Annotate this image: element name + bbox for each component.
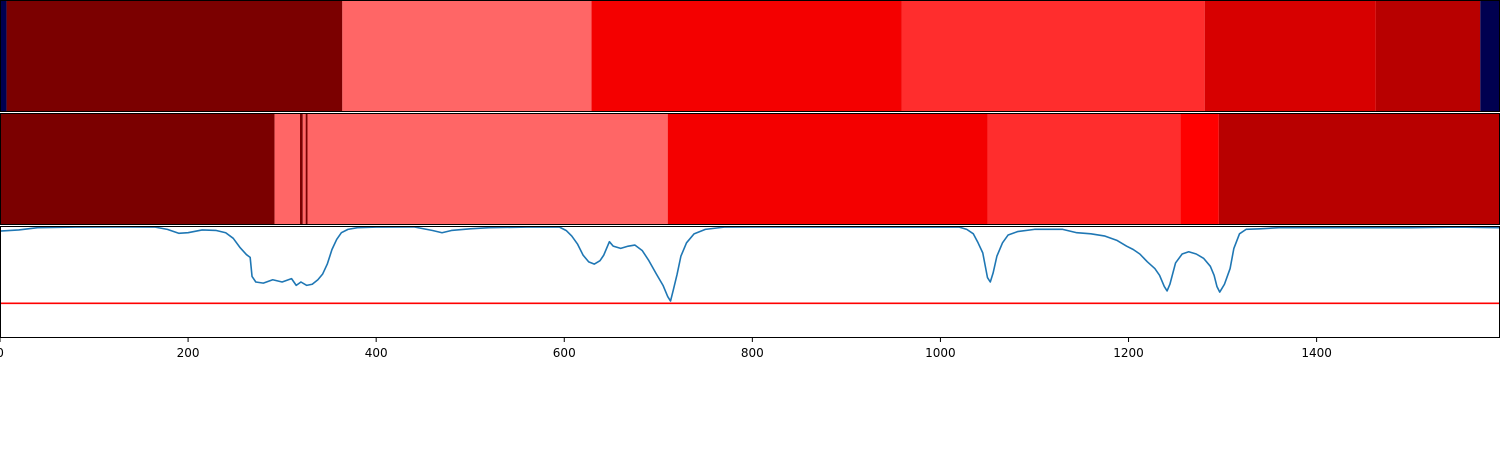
x-tick-label: 0	[0, 346, 4, 360]
score-line-panel	[0, 226, 1500, 338]
x-tick-label: 600	[553, 346, 576, 360]
segment-bar	[0, 113, 275, 225]
segment-bar	[305, 113, 308, 225]
segment-bar	[901, 0, 1205, 112]
x-tick-label: 400	[365, 346, 388, 360]
x-axis: 0 200 400 600 800 1000 1200 1400	[0, 338, 1332, 360]
segment-bar	[1180, 113, 1219, 225]
segment-track-top	[0, 0, 1500, 112]
segment-bar	[1218, 113, 1500, 225]
x-tick-label: 1200	[1113, 346, 1144, 360]
segment-bar	[591, 0, 902, 112]
x-tick-label: 1000	[925, 346, 956, 360]
segment-bar	[0, 0, 7, 112]
segment-bar	[1480, 0, 1500, 112]
segment-track-middle	[0, 113, 1500, 225]
segment-bar	[1375, 0, 1481, 112]
line-panel-frame	[0, 226, 1500, 338]
x-tick-label: 800	[741, 346, 764, 360]
segment-bar	[307, 113, 668, 225]
segment-bar	[6, 0, 343, 112]
segment-bar	[302, 113, 306, 225]
segment-bar	[1204, 0, 1376, 112]
x-tick-label: 1400	[1301, 346, 1332, 360]
x-tick-label: 200	[177, 346, 200, 360]
segment-bar	[987, 113, 1181, 225]
score-series-line	[0, 226, 1500, 302]
segment-bar	[667, 113, 988, 225]
segment-bar	[342, 0, 592, 112]
segment-bar	[300, 113, 303, 225]
segment-bar	[274, 113, 300, 225]
